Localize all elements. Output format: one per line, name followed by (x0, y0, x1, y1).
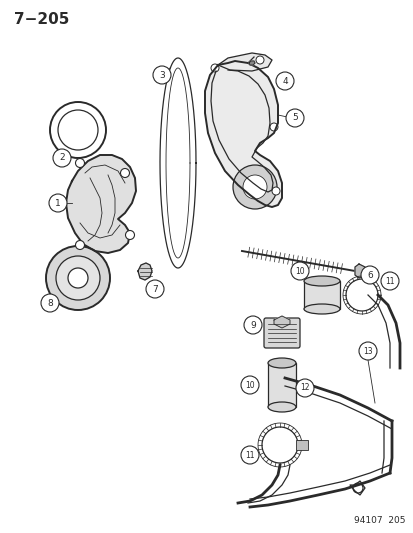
Text: 4: 4 (282, 77, 287, 85)
FancyBboxPatch shape (263, 318, 299, 348)
Circle shape (243, 316, 261, 334)
Ellipse shape (303, 304, 339, 314)
Circle shape (255, 56, 263, 64)
Text: 8: 8 (47, 298, 53, 308)
Circle shape (153, 66, 171, 84)
Text: 3: 3 (159, 70, 164, 79)
Circle shape (68, 268, 88, 288)
Text: 13: 13 (362, 346, 372, 356)
Polygon shape (138, 263, 152, 280)
Circle shape (46, 246, 110, 310)
Text: 12: 12 (299, 384, 309, 392)
Circle shape (120, 168, 129, 177)
Circle shape (269, 123, 277, 131)
Text: 1: 1 (55, 198, 61, 207)
Circle shape (56, 256, 100, 300)
Ellipse shape (267, 402, 295, 412)
Bar (267, 363, 295, 407)
Text: 10: 10 (294, 266, 304, 276)
Circle shape (49, 194, 67, 212)
Bar (303, 281, 339, 309)
Circle shape (285, 109, 303, 127)
Circle shape (380, 272, 398, 290)
Circle shape (125, 230, 134, 239)
Ellipse shape (303, 276, 339, 286)
Circle shape (240, 446, 259, 464)
Text: 7: 7 (152, 285, 157, 294)
Circle shape (75, 158, 84, 167)
Polygon shape (248, 61, 254, 65)
Polygon shape (354, 264, 364, 278)
Circle shape (53, 149, 71, 167)
Polygon shape (66, 155, 136, 253)
Polygon shape (273, 316, 289, 328)
Circle shape (240, 376, 259, 394)
Text: 9: 9 (249, 320, 255, 329)
Text: 10: 10 (244, 381, 254, 390)
Circle shape (295, 379, 313, 397)
Ellipse shape (267, 358, 295, 368)
Circle shape (290, 262, 308, 280)
Polygon shape (204, 61, 281, 207)
Text: 11: 11 (385, 277, 394, 286)
Text: 5: 5 (292, 114, 297, 123)
Circle shape (275, 72, 293, 90)
Circle shape (271, 187, 279, 195)
Bar (295, 440, 307, 450)
Circle shape (41, 294, 59, 312)
Circle shape (358, 342, 376, 360)
Circle shape (75, 240, 84, 249)
Polygon shape (218, 53, 271, 71)
Text: 94107  205: 94107 205 (354, 516, 405, 525)
Circle shape (211, 64, 218, 72)
Text: 7−205: 7−205 (14, 12, 69, 27)
Text: 6: 6 (366, 271, 372, 279)
Circle shape (242, 175, 266, 199)
Text: 11: 11 (244, 450, 254, 459)
Text: 2: 2 (59, 154, 65, 163)
Circle shape (233, 165, 276, 209)
Circle shape (360, 266, 378, 284)
Circle shape (146, 280, 164, 298)
